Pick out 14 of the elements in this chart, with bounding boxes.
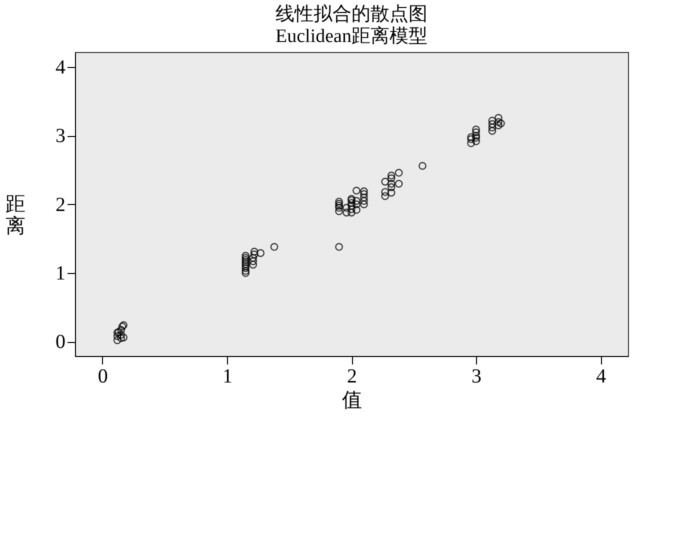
y-tick-label: 4	[56, 56, 66, 79]
y-tick-label: 0	[56, 331, 66, 354]
x-axis-title: 值	[342, 390, 362, 412]
y-tick-label: 1	[56, 262, 66, 284]
x-tick-label: 3	[472, 366, 482, 388]
y-tick-label: 3	[56, 125, 66, 148]
y-axis-title: 距离	[6, 194, 26, 238]
x-tick-label: 0	[98, 366, 108, 388]
x-tick-label: 2	[347, 366, 357, 388]
x-tick-label: 1	[222, 366, 232, 388]
chart-subtitle: Euclidean距离模型	[276, 25, 428, 47]
x-tick-label: 4	[596, 366, 606, 388]
y-tick-label: 2	[56, 194, 66, 216]
chart-title: 线性拟合的散点图	[276, 4, 428, 25]
